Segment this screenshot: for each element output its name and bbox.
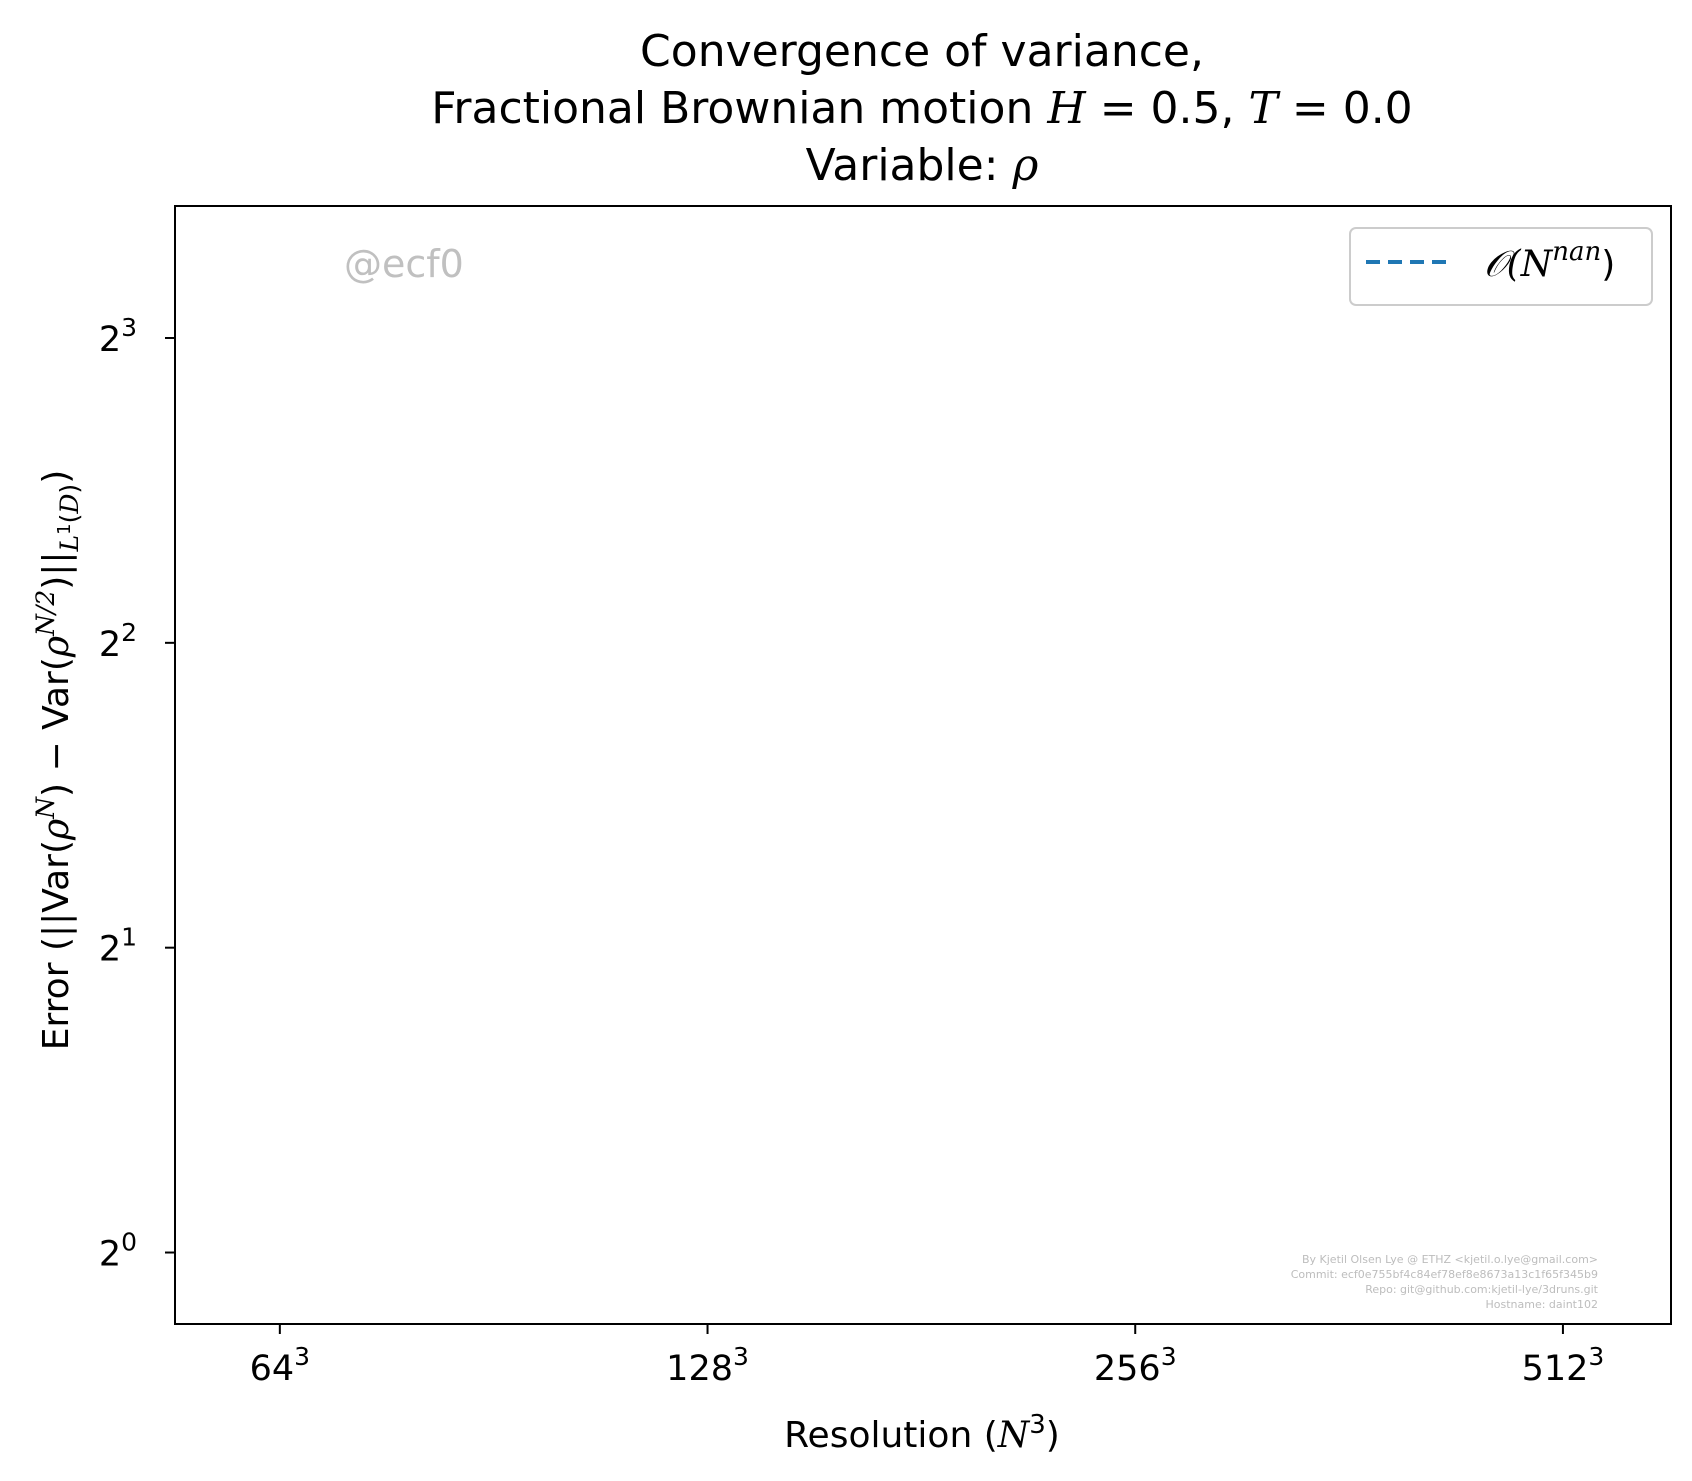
chart-title: Convergence of variance, Fractional Brow… <box>431 26 1412 191</box>
y-tick-label-2: 22 <box>99 618 137 665</box>
x-tick-label-1: 1283 <box>666 1342 749 1389</box>
info-block: By Kjetil Olsen Lye @ ETHZ <kjetil.o.lye… <box>1291 1253 1599 1311</box>
info-line-author: By Kjetil Olsen Lye @ ETHZ <kjetil.o.lye… <box>1302 1253 1598 1266</box>
watermark: @ecf0 <box>344 242 464 286</box>
info-line-commit: Commit: ecf0e755bf4c84ef78ef8e8673a13c1f… <box>1291 1268 1598 1281</box>
y-tick-label-1: 21 <box>99 923 137 970</box>
legend-entry-label: 𝒪(Nnan) <box>1484 237 1615 285</box>
title-line-3: Variable: ρ <box>806 140 1039 191</box>
legend-box <box>1349 227 1653 306</box>
x-tick-label-3: 5123 <box>1522 1342 1605 1389</box>
info-line-hostname: Hostname: daint102 <box>1485 1298 1598 1311</box>
x-axis-label: Resolution (N3) <box>784 1410 1060 1456</box>
title-line-2: Fractional Brownian motion H = 0.5, T = … <box>431 83 1412 134</box>
y-axis-label: Error (||Var(ρN) − Var(ρN/2)||L1(D)) <box>31 470 84 1051</box>
plot-area <box>174 205 1672 1325</box>
y-tick-label-3: 23 <box>99 313 137 360</box>
x-axis-ticks: 643 1283 2563 5123 <box>250 1324 1605 1389</box>
info-line-repo: Repo: git@github.com:kjetil-lye/3druns.g… <box>1365 1283 1598 1296</box>
legend: 𝒪(Nnan) <box>1349 227 1653 306</box>
x-tick-label-2: 2563 <box>1094 1342 1177 1389</box>
title-line-1: Convergence of variance, <box>640 26 1204 77</box>
y-axis-ticks: 20 21 22 23 <box>99 313 175 1275</box>
y-tick-label-0: 20 <box>99 1228 137 1275</box>
x-tick-label-0: 643 <box>250 1342 310 1389</box>
